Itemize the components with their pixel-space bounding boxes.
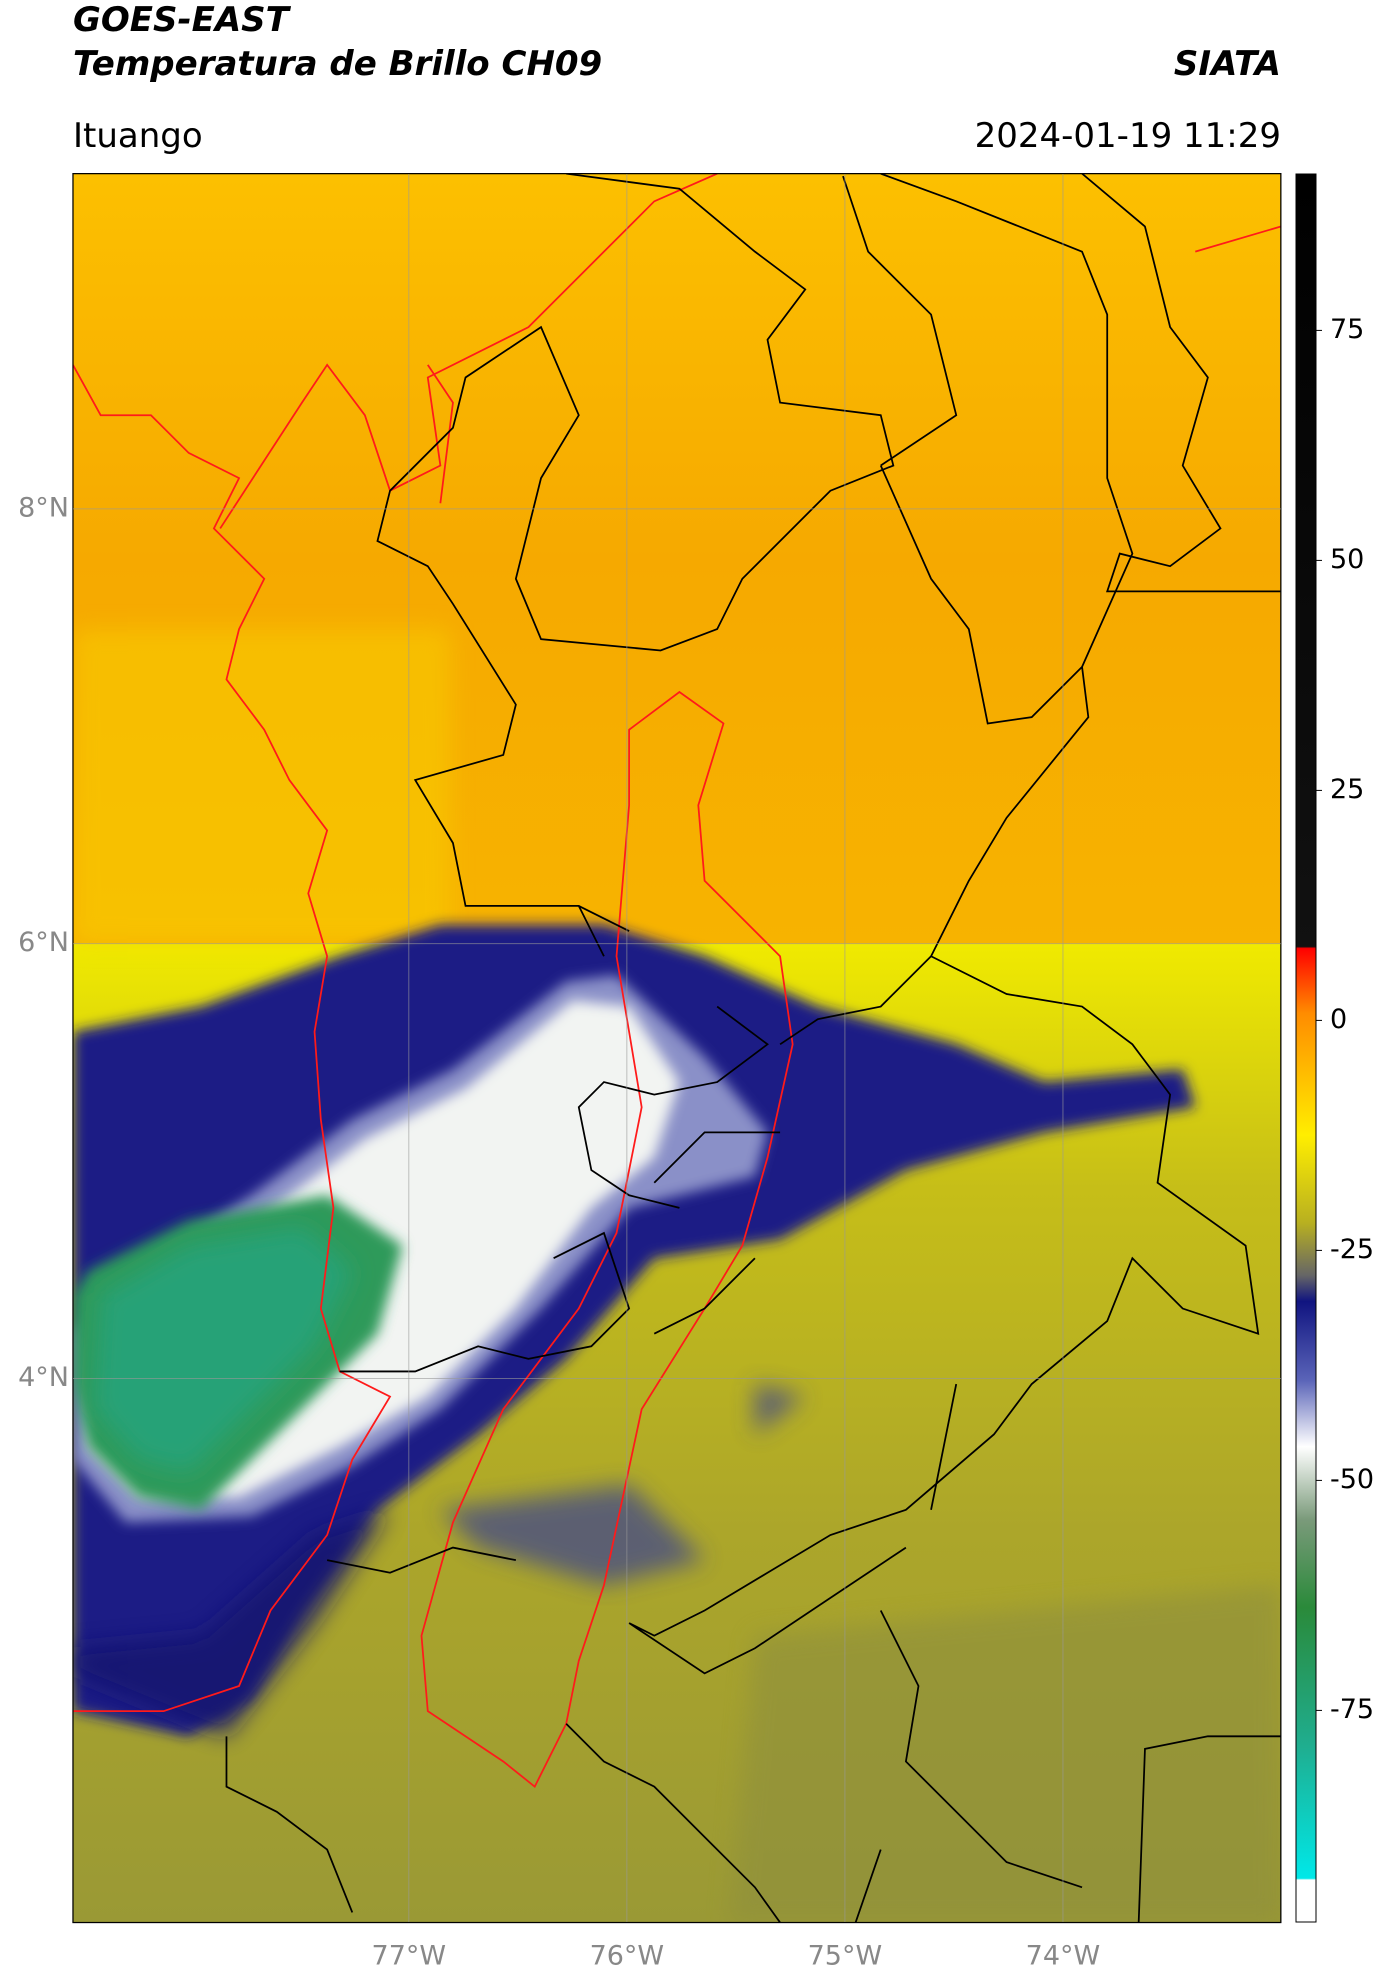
colorbar-label: 0 [1330,1004,1347,1035]
title: GOES-EAST [73,0,292,40]
x-tick-label: 74°W [1026,1941,1101,1972]
x-tick-label: 76°W [590,1941,665,1972]
y-tick-label: 6°N [18,927,69,958]
x-tick-label: 75°W [808,1941,883,1972]
colorbar-label: 50 [1330,544,1364,575]
source: SIATA [1174,44,1281,84]
colorbar-label: -25 [1330,1234,1374,1265]
y-tick-label: 8°N [18,492,69,523]
datetime: 2024-01-19 11:29 [975,116,1281,156]
colorbar [1295,173,1317,1923]
colorbar-label: 25 [1330,774,1364,805]
colorbar-label: 75 [1330,314,1364,345]
y-tick-label: 4°N [18,1362,69,1393]
location: Ituango [73,116,203,156]
colorbar-label: -50 [1330,1464,1374,1495]
colorbar-label: -75 [1330,1694,1374,1725]
satellite-image [72,173,1282,1924]
subtitle: Temperatura de Brillo CH09 [73,44,602,84]
x-tick-label: 77°W [372,1941,447,1972]
axes: 77°W 76°W 75°W 74°W 8°N 6°N 4°N 75 50 25 0 -25 -50 -7… [18,174,1374,1972]
